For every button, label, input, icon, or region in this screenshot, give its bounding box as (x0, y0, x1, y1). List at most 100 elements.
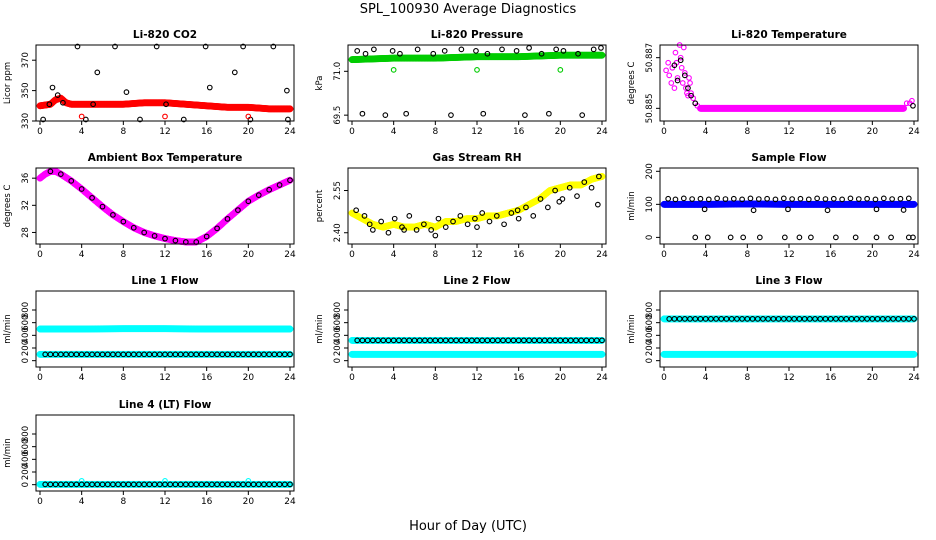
data-point (442, 224, 449, 230)
y-tick-label: 71.0 (333, 62, 343, 81)
data-point (403, 110, 410, 117)
x-tick-label: 16 (201, 250, 213, 260)
data-point (680, 195, 687, 202)
x-tick-label: 16 (513, 250, 525, 260)
data-point (441, 47, 448, 54)
data-point (163, 101, 169, 108)
data-point (681, 72, 688, 79)
data-point (685, 85, 691, 91)
panel-plot-area (36, 325, 294, 358)
panel-title: Ambient Box Temperature (88, 152, 243, 164)
data-point (888, 234, 894, 241)
figure-title: SPL_100930 Average Diagnostics (360, 2, 577, 17)
data-point (397, 50, 403, 57)
x-tick-label: 8 (432, 373, 438, 383)
x-tick-label: 4 (79, 250, 85, 260)
data-point (692, 100, 699, 107)
data-point (677, 54, 684, 61)
y-tick-label: 0 (21, 358, 31, 363)
data-point (270, 43, 277, 50)
data-point (750, 207, 757, 214)
data-point (575, 50, 581, 57)
panel-ylabel: ml/min (3, 314, 13, 344)
x-tick-label: 4 (703, 373, 709, 383)
data-point (824, 207, 831, 214)
data-point (903, 100, 910, 107)
data-point (590, 46, 597, 53)
data-point (484, 50, 491, 57)
panel-title: Li-820 CO2 (133, 29, 197, 41)
x-tick-label: 16 (825, 127, 837, 137)
x-tick-label: 16 (201, 127, 213, 137)
data-point (688, 90, 694, 96)
data-point (674, 77, 681, 84)
data-point (598, 350, 606, 358)
data-point (206, 84, 213, 91)
x-tick-label: 16 (825, 250, 837, 260)
x-tick-label: 8 (432, 250, 438, 260)
y-tick-label: 800 (333, 302, 343, 318)
x-tick-label: 24 (596, 250, 608, 260)
x-tick-label: 16 (825, 373, 837, 383)
data-point (873, 234, 880, 241)
y-tick-label: 2.55 (333, 181, 343, 200)
data-point (74, 43, 81, 50)
panel-title: Line 1 Flow (131, 275, 198, 287)
x-tick-label: 4 (391, 250, 397, 260)
figure-xlabel: Hour of Day (UTC) (409, 519, 527, 534)
x-tick-label: 20 (555, 250, 567, 260)
panel-title: Line 3 Flow (755, 275, 822, 287)
x-tick-label: 12 (471, 373, 482, 383)
data-point (663, 67, 669, 74)
data-point (671, 62, 678, 69)
data-point (486, 218, 493, 225)
data-point (722, 196, 729, 202)
x-tick-label: 0 (349, 127, 355, 137)
panel-plot-area (660, 195, 918, 241)
data-point (501, 221, 507, 228)
data-point (78, 113, 85, 120)
data-point (880, 195, 887, 202)
data-point (666, 72, 673, 79)
panel-title: Gas Stream RH (432, 152, 521, 164)
data-point (889, 196, 895, 202)
series-3 (692, 234, 916, 241)
data-point (240, 43, 246, 50)
panel-plot-area (660, 315, 918, 358)
data-point (897, 195, 904, 202)
x-tick-label: 20 (243, 250, 255, 260)
data-point (808, 234, 814, 241)
data-point (674, 75, 681, 81)
data-point (730, 195, 737, 202)
data-point (464, 221, 471, 228)
data-point (474, 66, 480, 73)
y-tick-label: 50.885 (645, 93, 655, 123)
x-tick-label: 20 (867, 127, 879, 137)
x-tick-label: 8 (744, 127, 750, 137)
series-2 (663, 42, 915, 109)
data-point (362, 50, 369, 57)
x-tick-label: 4 (391, 373, 397, 383)
data-point (687, 80, 693, 86)
data-point (448, 112, 454, 119)
data-point (681, 70, 688, 76)
y-tick-label: 100 (645, 196, 655, 212)
series-2 (40, 43, 291, 123)
data-point (458, 46, 465, 53)
data-point (546, 110, 552, 117)
x-tick-label: 12 (783, 250, 794, 260)
data-point (544, 204, 551, 211)
y-tick-label: 50.887 (645, 43, 655, 73)
data-point (538, 50, 545, 57)
data-point (789, 196, 795, 202)
data-point (714, 195, 720, 202)
data-point (905, 195, 912, 202)
data-point (90, 101, 96, 108)
data-point (797, 195, 804, 202)
data-point (202, 43, 209, 50)
data-point (574, 193, 580, 199)
x-tick-label: 12 (159, 373, 170, 383)
